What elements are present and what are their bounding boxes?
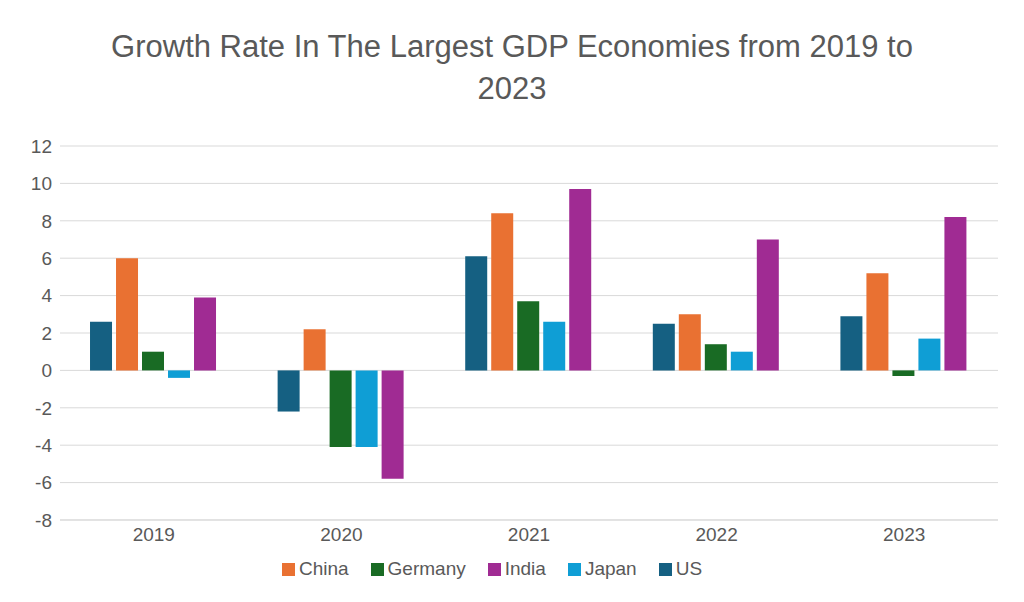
html-text:Germany: Germany bbox=[387, 558, 466, 579]
svg-text:2022: 2022 bbox=[695, 524, 737, 545]
svg-text:2023: 2023 bbox=[883, 524, 925, 545]
svg-text:-4: -4 bbox=[35, 435, 52, 456]
html-text:Japan: Japan bbox=[584, 558, 637, 579]
html-text:US: US bbox=[675, 558, 703, 579]
svg-text:-8: -8 bbox=[35, 510, 52, 531]
html-text:China: China bbox=[298, 558, 349, 579]
svg-text:2: 2 bbox=[41, 323, 52, 344]
svg-text:10: 10 bbox=[31, 173, 52, 194]
svg-text:4: 4 bbox=[41, 285, 52, 306]
svg-text:-2: -2 bbox=[35, 398, 52, 419]
svg-text:0: 0 bbox=[41, 360, 52, 381]
svg-text:8: 8 bbox=[41, 211, 52, 232]
html-text:Growth Rate In The Largest GDP: Growth Rate In The Largest GDP Economies… bbox=[111, 29, 913, 106]
svg-text:-6: -6 bbox=[35, 472, 52, 493]
svg-text:2020: 2020 bbox=[320, 524, 362, 545]
svg-text:12: 12 bbox=[31, 136, 52, 157]
svg-text:6: 6 bbox=[41, 248, 52, 269]
svg-text:2019: 2019 bbox=[133, 524, 175, 545]
html-text:India: India bbox=[504, 558, 546, 579]
svg-text:2021: 2021 bbox=[508, 524, 550, 545]
